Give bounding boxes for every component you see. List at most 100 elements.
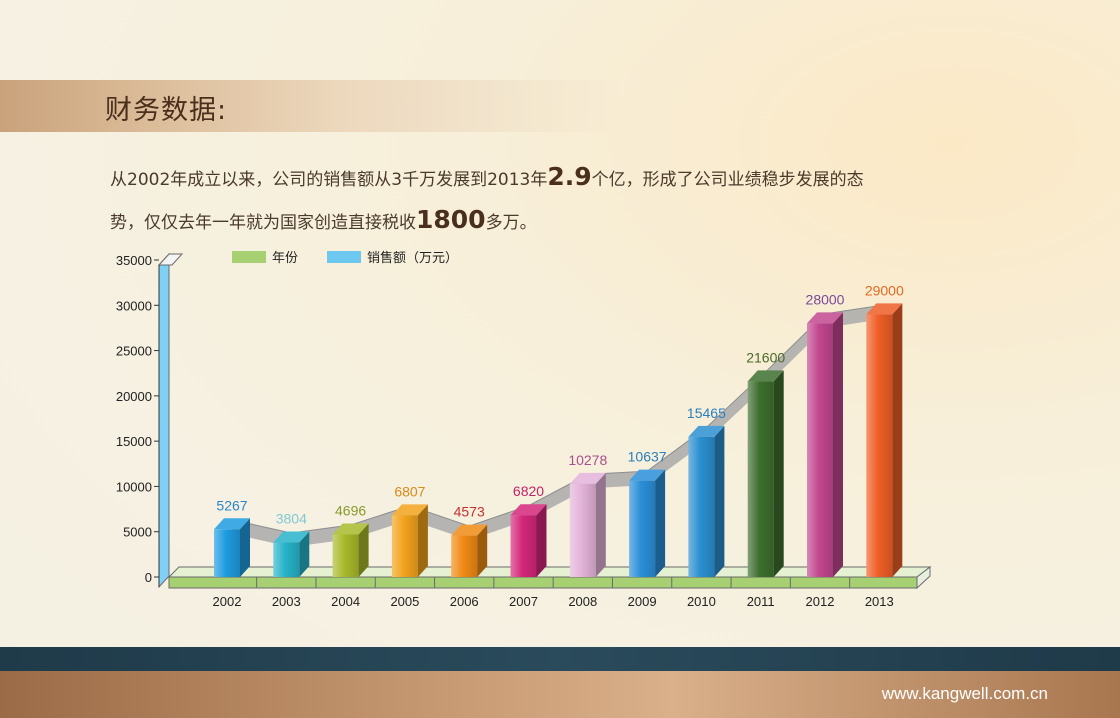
description-line-1: 从2002年成立以来，公司的销售额从3千万发展到2013年2.9个亿，形成了公司… bbox=[110, 157, 970, 200]
bar-top bbox=[391, 504, 428, 516]
bar-front bbox=[332, 534, 359, 577]
y-tick-label: 15000 bbox=[116, 434, 152, 449]
bar-top bbox=[214, 518, 250, 530]
bar-side bbox=[240, 518, 250, 577]
desc-line1-big: 2.9 bbox=[547, 162, 592, 191]
legend-swatch bbox=[232, 251, 266, 263]
value-label: 10637 bbox=[628, 449, 667, 465]
bar-top bbox=[332, 523, 369, 535]
title-band bbox=[0, 80, 620, 132]
bar-side bbox=[536, 504, 547, 577]
bar-front bbox=[391, 515, 418, 577]
bar-side bbox=[477, 524, 488, 577]
bar-side bbox=[773, 370, 784, 577]
sales-bar-chart: 年份 销售额（万元） 35000 30000 25000 20000 15000 10000… bbox=[116, 250, 932, 609]
bar-side bbox=[892, 303, 903, 577]
x-tick-label: 2012 bbox=[806, 594, 835, 609]
value-label: 28000 bbox=[806, 291, 845, 307]
bar-top bbox=[688, 425, 725, 437]
bar-2005 bbox=[391, 504, 428, 577]
y-axis: 35000 30000 25000 20000 15000 10000 5000 0 bbox=[116, 252, 184, 589]
desc-line2-pre: 势，仅仅去年一年就为国家创造直接税收 bbox=[110, 213, 416, 233]
y-axis-pillar-top bbox=[157, 253, 184, 266]
bar-2013 bbox=[866, 303, 903, 577]
bar-front bbox=[807, 323, 833, 577]
footer-dark-band bbox=[0, 647, 1120, 671]
y-tick-label: 10000 bbox=[116, 479, 152, 494]
page-title: 财务数据: bbox=[105, 95, 228, 126]
bar-front bbox=[273, 542, 300, 577]
bar-2010 bbox=[688, 425, 725, 577]
desc-line1-post: 个亿，形成了公司业绩稳步发展的态 bbox=[591, 170, 864, 190]
x-tick-label: 2013 bbox=[865, 594, 894, 609]
base-front bbox=[168, 576, 918, 589]
base-side bbox=[916, 565, 931, 590]
desc-line1-pre: 从2002年成立以来，公司的销售额从3千万发展到2013年 bbox=[110, 170, 548, 190]
trend-ribbon-band bbox=[232, 304, 885, 548]
bar-2006 bbox=[451, 524, 488, 577]
bar-2012 bbox=[807, 312, 843, 577]
legend-label: 年份 bbox=[272, 251, 298, 266]
footer-url[interactable]: www.kangwell.com.cn bbox=[881, 684, 1048, 703]
x-tick-label: 2011 bbox=[747, 594, 775, 609]
bar-2009 bbox=[629, 469, 666, 577]
value-label: 5267 bbox=[216, 497, 247, 513]
bar-top bbox=[510, 504, 547, 516]
value-label: 4573 bbox=[454, 504, 485, 520]
x-axis-labels: 2002 2003 2004 2005 2006 2007 2008 2009 2010 2011… bbox=[213, 594, 894, 609]
value-label: 21600 bbox=[746, 349, 785, 365]
bar-2007 bbox=[510, 504, 547, 577]
trend-ribbon bbox=[231, 304, 885, 548]
x-tick-label: 2002 bbox=[213, 594, 242, 609]
description-line-2: 势，仅仅去年一年就为国家创造直接税收1800多万。 bbox=[110, 200, 970, 243]
value-labels: 5267 3804 4696 6807 4573 6820 10278 10637 15465 2… bbox=[216, 282, 904, 526]
y-tick-label: 35000 bbox=[116, 253, 152, 268]
bar-2004 bbox=[332, 523, 369, 577]
bar-side bbox=[714, 425, 725, 577]
y-tick-label: 25000 bbox=[116, 344, 152, 359]
bar-2003 bbox=[273, 531, 310, 577]
bar-front bbox=[569, 483, 596, 577]
bar-2011 bbox=[747, 370, 784, 577]
x-tick-label: 2009 bbox=[628, 594, 657, 609]
value-label: 10278 bbox=[568, 452, 607, 468]
x-tick-label: 2007 bbox=[509, 594, 538, 609]
bar-front bbox=[866, 314, 893, 577]
x-tick-label: 2010 bbox=[687, 594, 716, 609]
bar-front bbox=[451, 535, 478, 577]
bar-side bbox=[299, 531, 310, 577]
bar-front bbox=[688, 436, 715, 577]
bar-top bbox=[807, 312, 843, 324]
bar-top bbox=[451, 524, 488, 536]
bar-2008 bbox=[569, 472, 606, 577]
x-tick-label: 2005 bbox=[390, 594, 419, 609]
footer-bronze-band bbox=[0, 671, 1120, 718]
bar-top bbox=[629, 469, 666, 481]
y-tick-label: 30000 bbox=[116, 298, 152, 313]
x-tick-label: 2008 bbox=[568, 594, 597, 609]
legend-label: 销售额（万元） bbox=[367, 250, 458, 266]
bar-side bbox=[655, 469, 666, 577]
bars-group bbox=[214, 303, 903, 577]
x-tick-label: 2003 bbox=[272, 594, 301, 609]
desc-line2-post: 多万。 bbox=[485, 213, 537, 233]
description: 从2002年成立以来，公司的销售额从3千万发展到2013年2.9个亿，形成了公司… bbox=[110, 157, 970, 243]
bar-front bbox=[510, 515, 537, 577]
desc-line2-big: 1800 bbox=[416, 205, 486, 234]
bar-top bbox=[747, 370, 784, 382]
legend-swatch bbox=[327, 251, 361, 263]
y-tick-label: 5000 bbox=[123, 525, 152, 540]
bar-top bbox=[273, 531, 310, 543]
bar-top bbox=[569, 472, 606, 484]
x-tick-label: 2004 bbox=[331, 594, 360, 609]
bar-side bbox=[417, 504, 428, 577]
y-axis-pillar bbox=[158, 252, 170, 589]
bar-front bbox=[214, 529, 240, 577]
x-tick-label: 2006 bbox=[450, 594, 479, 609]
bar-side bbox=[833, 312, 843, 577]
value-label: 29000 bbox=[865, 282, 904, 298]
value-label: 3804 bbox=[276, 511, 307, 527]
value-label: 6820 bbox=[513, 483, 544, 499]
bar-front bbox=[747, 381, 774, 577]
bar-side bbox=[595, 472, 606, 577]
